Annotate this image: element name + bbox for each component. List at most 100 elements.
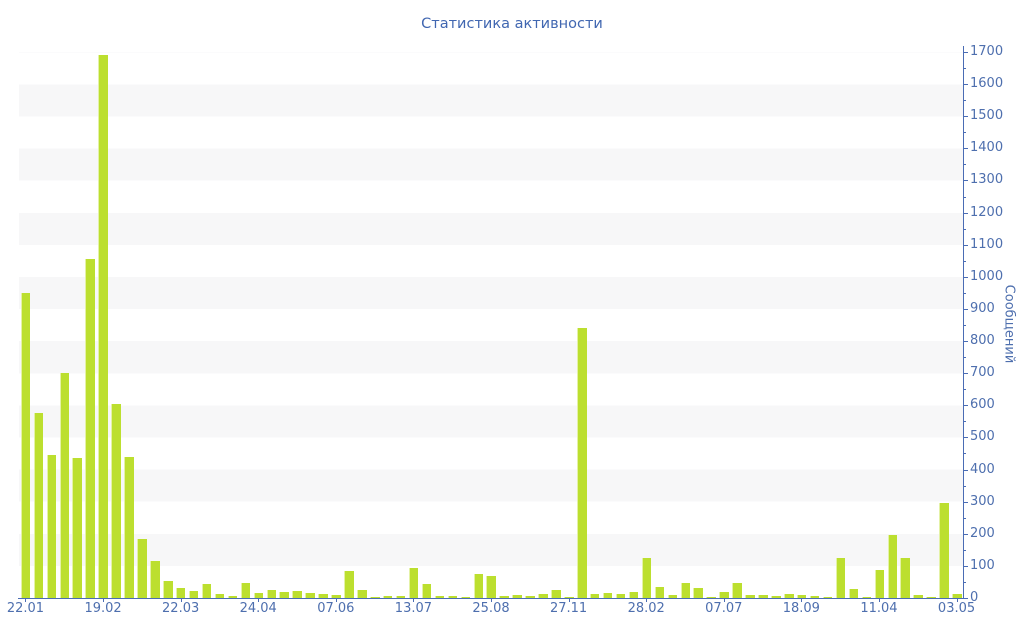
y-major-tick [963,116,968,118]
chart-bar[interactable] [214,593,225,598]
y-minor-tick [963,485,966,487]
chart-bar[interactable] [589,593,600,598]
bar-slot [265,52,278,598]
chart-bar[interactable] [150,561,160,598]
chart-bar[interactable] [408,567,419,598]
bar-slot [420,52,433,598]
chart-bar[interactable] [887,535,898,598]
chart-bar[interactable] [564,597,574,598]
chart-bar[interactable] [680,582,691,598]
chart-bar[interactable] [732,582,742,598]
y-major-tick [963,501,968,503]
chart-bar[interactable] [72,458,82,598]
chart-bar[interactable] [758,595,768,598]
y-major-tick [963,598,968,599]
chart-bar[interactable] [33,413,44,598]
chart-bar[interactable] [784,594,794,598]
chart-bar[interactable] [460,596,471,598]
bar-slot [317,52,330,598]
chart-bar[interactable] [809,596,820,598]
chart-bar[interactable] [900,558,910,598]
chart-bar[interactable] [382,595,393,598]
chart-bar[interactable] [163,580,173,598]
bar-slot [71,52,84,598]
bar-slot [330,52,343,598]
chart-bar[interactable] [822,597,833,598]
chart-bar[interactable] [771,596,781,598]
bar-slot [795,52,808,598]
chart-bar[interactable] [693,588,703,598]
chart-bar[interactable] [370,596,380,598]
chart-bar[interactable] [654,587,665,598]
bar-slot [123,52,136,598]
chart-bar[interactable] [98,55,108,598]
chart-bar[interactable] [137,538,147,598]
chart-bar[interactable] [253,592,264,598]
chart-bar[interactable] [628,591,639,598]
chart-bar[interactable] [486,575,496,598]
chart-bar[interactable] [641,558,652,598]
chart-bar[interactable] [46,455,57,598]
chart-bar[interactable] [85,259,95,598]
chart-bar[interactable] [835,558,846,598]
chart-bar[interactable] [292,590,302,598]
bar-slot [834,52,847,598]
chart-bar[interactable] [913,595,923,598]
chart-bar[interactable] [201,583,212,598]
x-tick-label: 07.06 [317,601,355,616]
chart-bar[interactable] [59,373,70,598]
chart-bar[interactable] [473,573,484,598]
chart-bar[interactable] [499,596,509,598]
chart-bar[interactable] [512,594,522,598]
chart-bar[interactable] [952,594,962,598]
chart-bar[interactable] [111,403,121,598]
chart-bar[interactable] [848,589,859,598]
chart-bar[interactable] [266,589,277,598]
bar-slot [45,52,58,598]
chart-bar[interactable] [551,589,561,598]
chart-bar[interactable] [305,593,315,598]
chart-bar[interactable] [318,593,328,598]
bar-slot [640,52,653,598]
chart-bar[interactable] [745,595,755,598]
bar-slot [731,52,744,598]
chart-bar[interactable] [240,582,251,598]
x-major-tick [180,598,182,602]
chart-bar[interactable] [874,569,885,598]
chart-bar[interactable] [331,595,341,598]
x-major-tick [491,598,492,602]
chart-bar[interactable] [861,596,872,598]
y-major-tick [963,373,968,375]
chart-bar[interactable] [188,590,199,598]
chart-bar[interactable] [719,592,729,598]
bar-slot [472,52,485,598]
chart-bar[interactable] [447,595,458,598]
chart-bar[interactable] [706,596,716,598]
y-minor-tick [963,196,966,198]
chart-bar[interactable] [227,595,238,598]
bar-slot [226,52,239,598]
chart-bar[interactable] [796,594,807,598]
chart-title: Статистика активности [421,16,603,32]
bar-slot [769,52,782,598]
chart-bar[interactable] [939,502,949,598]
chart-bar[interactable] [525,596,535,598]
chart-bar[interactable] [538,594,548,598]
chart-bar[interactable] [175,588,186,598]
chart-bar[interactable] [667,595,678,598]
chart-bar[interactable] [602,593,613,598]
chart-bar[interactable] [395,595,406,598]
chart-bar[interactable] [20,292,31,598]
bar-slot [808,52,821,598]
y-major-tick [963,276,968,278]
chart-bar[interactable] [577,328,587,598]
chart-bar[interactable] [434,595,445,598]
chart-bar[interactable] [421,583,432,598]
chart-bar[interactable] [344,570,354,598]
chart-bar[interactable] [926,596,936,598]
chart-bar[interactable] [124,456,134,598]
chart-bar[interactable] [615,593,626,598]
chart-bar[interactable] [357,589,367,598]
chart-bar[interactable] [279,591,289,598]
